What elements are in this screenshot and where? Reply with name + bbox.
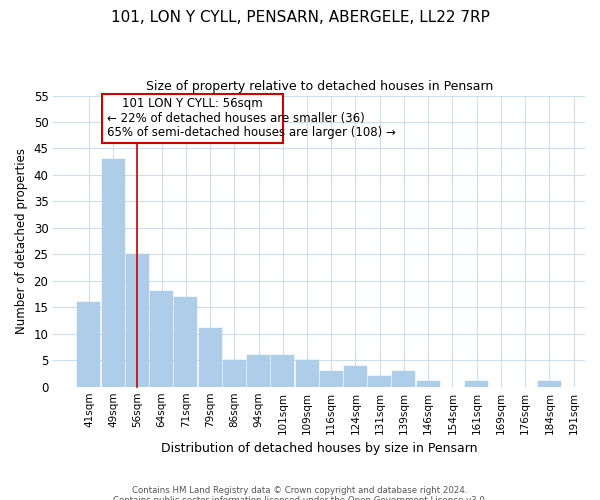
Bar <box>392 371 415 386</box>
Text: 65% of semi-detached houses are larger (108) →: 65% of semi-detached houses are larger (… <box>107 126 396 138</box>
Bar <box>101 159 125 386</box>
Bar <box>247 355 270 386</box>
Text: 101 LON Y CYLL: 56sqm: 101 LON Y CYLL: 56sqm <box>122 97 263 110</box>
Bar <box>344 366 367 386</box>
Bar <box>223 360 246 386</box>
Text: 101, LON Y CYLL, PENSARN, ABERGELE, LL22 7RP: 101, LON Y CYLL, PENSARN, ABERGELE, LL22… <box>110 10 490 25</box>
Text: ← 22% of detached houses are smaller (36): ← 22% of detached houses are smaller (36… <box>107 112 365 126</box>
FancyBboxPatch shape <box>102 94 283 143</box>
Y-axis label: Number of detached properties: Number of detached properties <box>15 148 28 334</box>
Bar <box>538 382 561 386</box>
Bar <box>368 376 391 386</box>
Title: Size of property relative to detached houses in Pensarn: Size of property relative to detached ho… <box>146 80 493 93</box>
Bar <box>465 382 488 386</box>
Bar <box>416 382 440 386</box>
Bar <box>175 296 197 386</box>
Bar <box>296 360 319 386</box>
Bar <box>199 328 221 386</box>
Text: Contains public sector information licensed under the Open Government Licence v3: Contains public sector information licen… <box>113 496 487 500</box>
Bar <box>126 254 149 386</box>
Text: Contains HM Land Registry data © Crown copyright and database right 2024.: Contains HM Land Registry data © Crown c… <box>132 486 468 495</box>
X-axis label: Distribution of detached houses by size in Pensarn: Distribution of detached houses by size … <box>161 442 478 455</box>
Bar <box>77 302 100 386</box>
Bar <box>150 292 173 386</box>
Bar <box>320 371 343 386</box>
Bar <box>271 355 295 386</box>
